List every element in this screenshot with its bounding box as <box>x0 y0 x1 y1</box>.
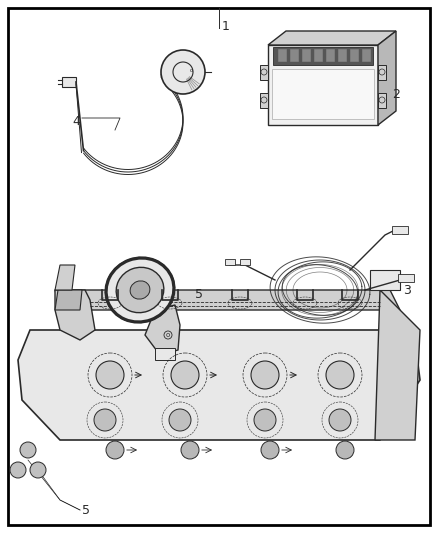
Bar <box>362 49 370 61</box>
Bar <box>225 259 235 265</box>
Bar <box>260 65 268 80</box>
Text: 5: 5 <box>82 504 90 516</box>
Bar <box>338 49 346 61</box>
Polygon shape <box>55 290 95 340</box>
Bar <box>62 77 76 87</box>
Circle shape <box>20 442 36 458</box>
Bar <box>268 45 378 125</box>
Circle shape <box>329 409 351 431</box>
Circle shape <box>181 441 199 459</box>
Bar <box>378 65 386 80</box>
Polygon shape <box>378 31 396 125</box>
Bar <box>290 49 298 61</box>
Text: 2: 2 <box>392 88 400 101</box>
Bar <box>314 49 322 61</box>
Circle shape <box>169 409 191 431</box>
Text: o: o <box>189 68 193 72</box>
Circle shape <box>171 361 199 389</box>
Bar <box>278 49 286 61</box>
Polygon shape <box>268 31 396 45</box>
Polygon shape <box>145 305 180 355</box>
Circle shape <box>254 409 276 431</box>
Circle shape <box>106 441 124 459</box>
Bar <box>155 348 175 360</box>
Circle shape <box>261 441 279 459</box>
Polygon shape <box>370 270 400 290</box>
Text: 3: 3 <box>403 284 411 296</box>
Circle shape <box>251 361 279 389</box>
Text: 4: 4 <box>72 115 80 128</box>
Circle shape <box>30 462 46 478</box>
Circle shape <box>94 409 116 431</box>
Bar <box>302 49 310 61</box>
Text: 5: 5 <box>195 288 203 302</box>
Bar <box>392 226 408 234</box>
Bar <box>273 47 373 65</box>
Circle shape <box>336 441 354 459</box>
Bar <box>398 274 414 282</box>
Bar <box>378 93 386 108</box>
Polygon shape <box>55 290 82 310</box>
Polygon shape <box>375 290 420 440</box>
Polygon shape <box>18 330 420 440</box>
Bar <box>260 93 268 108</box>
Polygon shape <box>55 265 75 290</box>
Ellipse shape <box>130 281 150 299</box>
Bar <box>240 259 250 265</box>
Circle shape <box>10 462 26 478</box>
Bar <box>326 49 334 61</box>
Circle shape <box>326 361 354 389</box>
Ellipse shape <box>116 268 164 313</box>
Circle shape <box>161 50 205 94</box>
Text: o: o <box>166 332 170 338</box>
Circle shape <box>96 361 124 389</box>
Polygon shape <box>55 290 400 310</box>
Bar <box>272 69 374 119</box>
Ellipse shape <box>105 257 175 323</box>
Bar <box>350 49 358 61</box>
Text: 1: 1 <box>222 20 230 33</box>
